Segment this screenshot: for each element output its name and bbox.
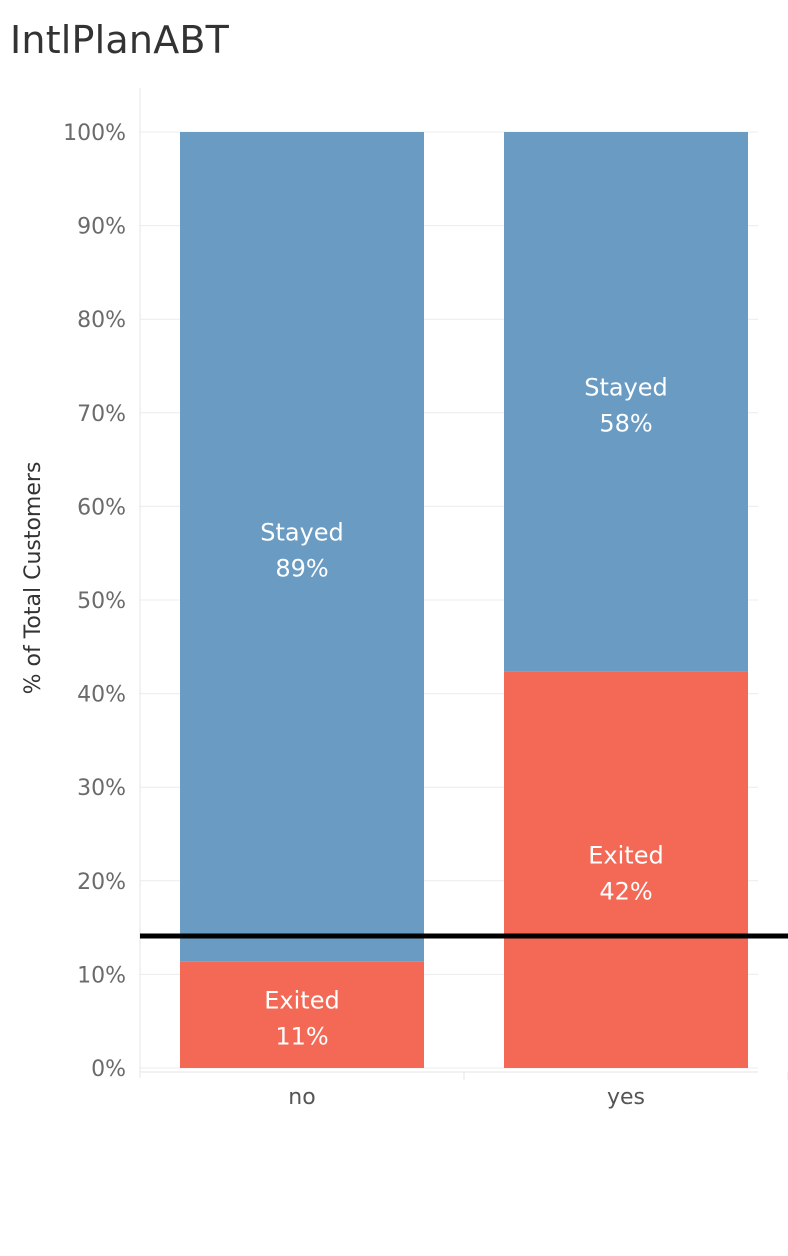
y-tick-label: 10% [77,963,126,988]
bar-labels: Exited 11% Stayed 89% Exited 42% Stayed 58% [260,374,668,1051]
bar-label-name-no-exited: Exited [264,987,339,1015]
y-tick-label: 70% [77,402,126,427]
bar-label-name-yes-stayed: Stayed [584,374,668,402]
bar-no-exited [180,961,424,1068]
bar-label-value-no-exited: 11% [275,1023,328,1051]
y-tick-label: 30% [77,776,126,801]
y-tick-label: 90% [77,215,126,240]
axes: 0% 10% 20% 30% 40% 50% 60% 70% 80% 90% 100% no yes [63,88,788,1110]
x-tick-label-yes: yes [607,1085,645,1110]
bar-label-value-no-stayed: 89% [275,555,328,583]
bar-yes-exited [504,671,748,1068]
y-axis-label: % of Total Customers [21,462,46,695]
bar-label-name-yes-exited: Exited [588,842,663,870]
y-tick-label: 0% [91,1057,126,1082]
bar-label-value-yes-exited: 42% [599,878,652,906]
y-tick-label: 100% [63,121,126,146]
x-tick-label-no: no [288,1085,315,1110]
bars [180,132,748,1068]
y-tick-label: 40% [77,683,126,708]
y-tick-label: 50% [77,589,126,614]
y-tick-label: 20% [77,870,126,895]
bar-label-value-yes-stayed: 58% [599,410,652,438]
y-tick-label: 80% [77,308,126,333]
chart-title: IntlPlanABT [10,18,230,62]
y-tick-label: 60% [77,495,126,520]
bar-label-name-no-stayed: Stayed [260,519,344,547]
bar-no-stayed [180,132,424,962]
bar-yes-stayed [504,132,748,672]
